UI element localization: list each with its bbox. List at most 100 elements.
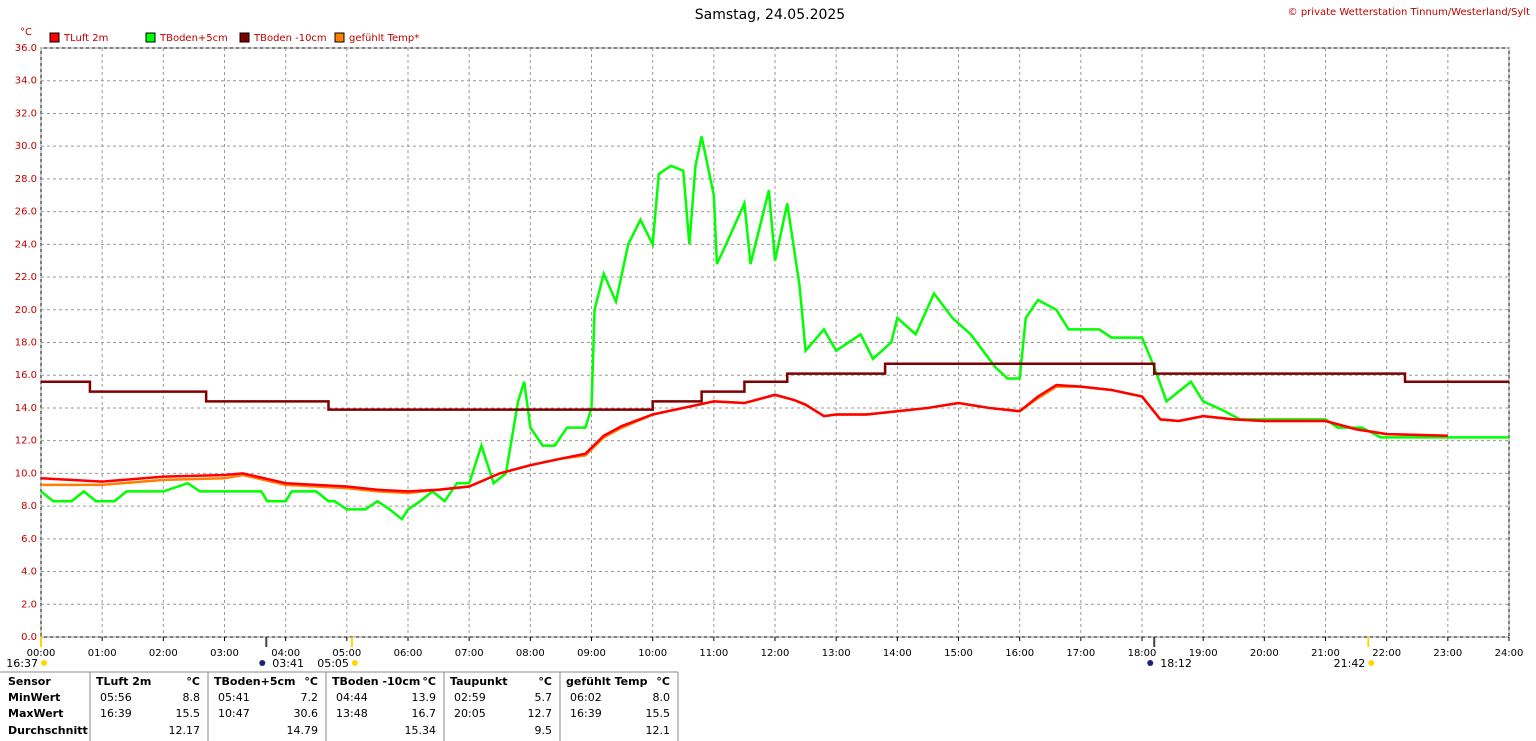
y-tick-label: 10.0	[15, 468, 37, 479]
table-value: 14.79	[287, 724, 319, 737]
table-header: °C	[186, 675, 200, 688]
series-line	[41, 362, 1509, 411]
copyright: © private Wetterstation Tinnum/Westerlan…	[1288, 7, 1530, 18]
x-tick-label: 14:00	[883, 648, 912, 659]
event-label: 05:05	[317, 657, 349, 670]
table-value: 9.5	[535, 724, 553, 737]
table-time: 16:39	[570, 707, 602, 720]
table-header: Taupunkt	[450, 675, 507, 688]
x-tick-label: 09:00	[577, 648, 606, 659]
table-value: 8.8	[183, 691, 201, 704]
event-label: 21:42	[1334, 657, 1366, 670]
table-time: 13:48	[336, 707, 368, 720]
table-header: TBoden+5cm	[214, 675, 295, 688]
y-tick-label: 28.0	[15, 174, 37, 185]
table-value: 13.9	[412, 691, 437, 704]
x-tick-label: 18:00	[1128, 648, 1157, 659]
y-tick-label: 18.0	[15, 338, 37, 349]
x-tick-label: 08:00	[516, 648, 545, 659]
table-header: gefühlt Temp	[566, 675, 648, 688]
y-tick-label: 0.0	[21, 632, 37, 643]
table-header: °C	[538, 675, 552, 688]
table-value: 16.7	[412, 707, 437, 720]
y-tick-label: 32.0	[15, 108, 37, 119]
x-tick-label: 03:00	[210, 648, 239, 659]
x-tick-label: 13:00	[822, 648, 851, 659]
x-tick-label: 02:00	[149, 648, 178, 659]
table-value: 15.34	[405, 724, 437, 737]
y-tick-label: 26.0	[15, 207, 37, 218]
y-tick-label: 8.0	[21, 501, 37, 512]
event-label: 18:12	[1160, 657, 1192, 670]
y-tick-label: 24.0	[15, 239, 37, 250]
table-value: 12.17	[169, 724, 201, 737]
y-tick-label: 36.0	[15, 43, 37, 54]
x-tick-label: 24:00	[1495, 648, 1524, 659]
series-line	[40, 136, 1509, 522]
table-time: 02:59	[454, 691, 486, 704]
x-tick-label: 04:00	[271, 648, 300, 659]
table-header: TLuft 2m	[96, 675, 151, 688]
event-label: 16:37	[6, 657, 38, 670]
table-time: 16:39	[100, 707, 132, 720]
table-time: 04:44	[336, 691, 368, 704]
x-tick-label: 20:00	[1250, 648, 1279, 659]
table-header: TBoden -10cm	[332, 675, 420, 688]
table-header: °C	[304, 675, 318, 688]
legend-swatch	[334, 32, 345, 43]
table-time: 10:47	[218, 707, 250, 720]
x-tick-label: 15:00	[944, 648, 973, 659]
table-value: 7.2	[301, 691, 319, 704]
x-tick-label: 07:00	[455, 648, 484, 659]
event-icon	[1147, 660, 1154, 666]
x-tick-label: 00:00	[27, 648, 56, 659]
table-value: 15.5	[646, 707, 671, 720]
x-tick-label: 12:00	[761, 648, 790, 659]
event-icon	[1368, 660, 1375, 666]
legend-label: gefühlt Temp*	[349, 33, 419, 44]
table-row-label: MaxWert	[8, 707, 63, 720]
y-tick-label: 6.0	[21, 534, 37, 545]
y-tick-label: 16.0	[15, 370, 37, 381]
y-tick-label: 22.0	[15, 272, 37, 283]
x-tick-label: 16:00	[1005, 648, 1034, 659]
table-value: 30.6	[294, 707, 319, 720]
table-row-label: MinWert	[8, 691, 60, 704]
x-tick-label: 23:00	[1433, 648, 1462, 659]
table-header: °C	[422, 675, 436, 688]
table-row-label: Durchschnitt	[8, 724, 88, 737]
y-tick-label: 30.0	[15, 141, 37, 152]
table-time: 20:05	[454, 707, 486, 720]
y-tick-label: 20.0	[15, 305, 37, 316]
x-tick-label: 22:00	[1372, 648, 1401, 659]
x-tick-label: 01:00	[88, 648, 117, 659]
legend-swatch	[49, 32, 60, 43]
table-time: 05:56	[100, 691, 132, 704]
legend-label: TLuft 2m	[63, 33, 108, 44]
event-icon	[41, 660, 47, 666]
x-tick-label: 19:00	[1189, 648, 1218, 659]
x-tick-label: 05:00	[332, 648, 361, 659]
table-time: 05:41	[218, 691, 250, 704]
table-header: Sensor	[8, 675, 51, 688]
table-value: 15.5	[176, 707, 201, 720]
y-tick-label: 4.0	[21, 567, 37, 578]
y-unit: °C	[20, 27, 32, 38]
table-value: 8.0	[653, 691, 671, 704]
y-tick-label: 34.0	[15, 76, 37, 87]
legend-label: TBoden+5cm	[159, 33, 228, 44]
x-tick-label: 10:00	[638, 648, 667, 659]
y-tick-label: 14.0	[15, 403, 37, 414]
table-value: 12.1	[646, 724, 671, 737]
event-label: 03:41	[272, 657, 304, 670]
table-time: 06:02	[570, 691, 602, 704]
x-tick-label: 06:00	[394, 648, 423, 659]
table-value: 12.7	[528, 707, 553, 720]
series-line	[40, 383, 1448, 493]
x-tick-label: 17:00	[1066, 648, 1095, 659]
x-tick-label: 11:00	[699, 648, 728, 659]
legend-label: TBoden -10cm	[253, 33, 327, 44]
chart-title: Samstag, 24.05.2025	[695, 7, 845, 23]
table-header: °C	[656, 675, 670, 688]
event-icon	[259, 660, 266, 666]
